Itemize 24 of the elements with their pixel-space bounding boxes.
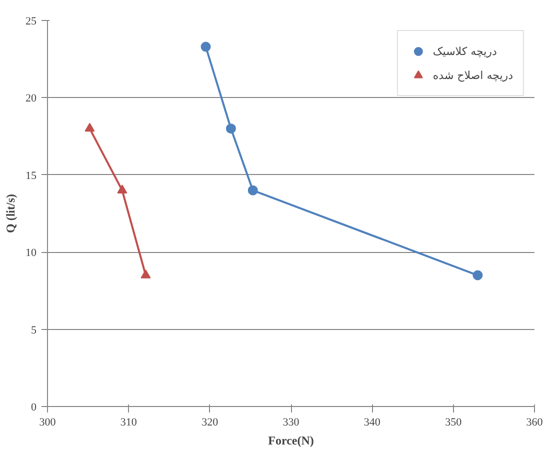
- legend-label: دریچه اصلاح شده: [432, 68, 513, 82]
- x-tick-label: 350: [445, 416, 462, 428]
- x-tick-label: 300: [39, 416, 56, 428]
- y-tick-label: 15: [26, 170, 37, 182]
- point: [472, 270, 483, 280]
- x-axis-title: Force(N): [268, 434, 314, 448]
- y-tick-label: 0: [31, 402, 37, 414]
- y-tick-label: 5: [31, 324, 37, 336]
- x-tick-label: 340: [364, 416, 381, 428]
- point: [84, 122, 95, 132]
- point: [140, 270, 151, 278]
- y-tick-label: 25: [26, 16, 37, 28]
- point: [117, 184, 128, 194]
- x-tick-label: 310: [120, 416, 138, 428]
- y-axis-title: Q (lit/s): [4, 194, 18, 233]
- point: [248, 185, 258, 196]
- y-tick-label: 20: [26, 92, 37, 105]
- x-tick-label: 320: [202, 416, 219, 428]
- x-tick-label: 360: [526, 416, 544, 428]
- x-tick-label: 330: [282, 416, 300, 428]
- point: [200, 42, 211, 52]
- y-tick-label: 10: [26, 247, 37, 260]
- point: [226, 124, 236, 134]
- legend-label: دریچه کلاسیک: [432, 44, 497, 58]
